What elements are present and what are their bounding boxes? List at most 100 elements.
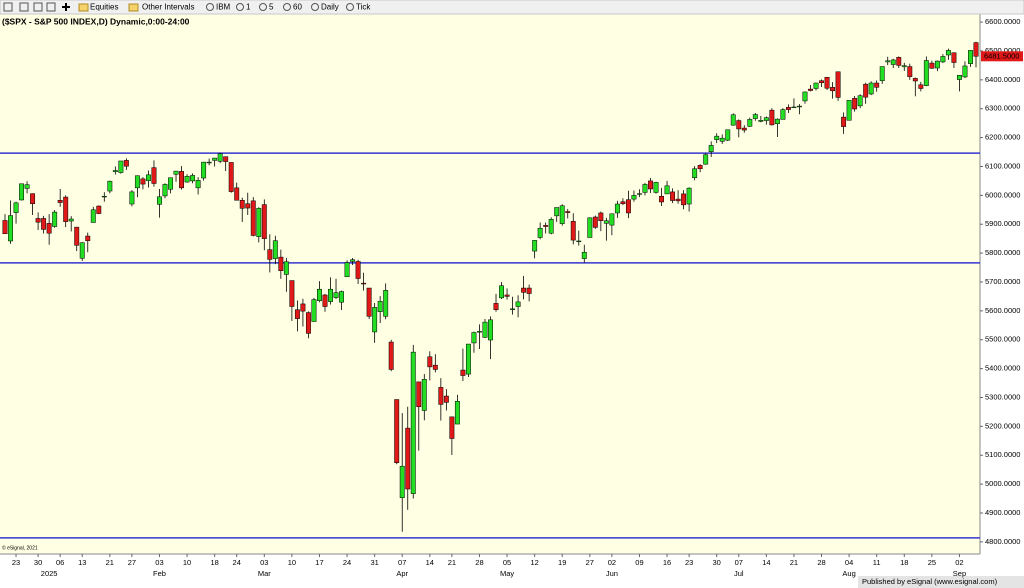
candle-body (846, 100, 852, 121)
candle-body (973, 42, 979, 57)
toolbar-item[interactable]: Equities (90, 3, 118, 12)
candle-body (499, 285, 504, 299)
candle-body (289, 280, 295, 307)
candle-body (565, 211, 571, 213)
candle-body (410, 351, 416, 494)
candle-body (245, 203, 251, 209)
candle-body (752, 114, 758, 119)
candle-body (383, 290, 389, 317)
candle-body (951, 52, 957, 63)
y-tick-label: 5400.0000 (985, 364, 1020, 373)
toolbar-item[interactable]: 1 (246, 3, 251, 12)
candle-body (46, 223, 52, 234)
icon[interactable] (206, 3, 214, 11)
icon[interactable] (46, 2, 56, 12)
icon[interactable] (78, 3, 89, 12)
candle-body (907, 66, 913, 77)
candle-body (328, 288, 333, 302)
candle-body (162, 184, 168, 197)
candle-body (736, 120, 742, 130)
x-tick-label: 28 (475, 558, 483, 567)
toolbar-item[interactable]: Daily (321, 3, 339, 12)
icon[interactable] (19, 2, 29, 12)
candle-body (675, 198, 681, 202)
candle-body (421, 379, 427, 411)
candle-body (317, 288, 322, 301)
icon[interactable] (346, 3, 354, 11)
toolbar-item[interactable]: 60 (293, 3, 302, 12)
candle-body (631, 195, 637, 200)
candle-body (68, 218, 74, 222)
toolbar-items: Equities Other Intervals IBM 1 5 60 Daily Tick (90, 3, 371, 12)
x-group-label: Aug (842, 569, 855, 578)
candle-body (399, 465, 405, 498)
candle-body (940, 56, 946, 63)
toolbar-item[interactable]: 5 (269, 3, 274, 12)
candle-body (686, 187, 692, 205)
candle-body (763, 117, 769, 121)
toolbar-item[interactable]: Other Intervals (142, 3, 194, 12)
candle-body (769, 109, 775, 126)
candle-body (30, 193, 36, 204)
candle-body (63, 196, 69, 222)
x-tick-label: 24 (343, 558, 351, 567)
candle-body (361, 282, 367, 285)
icon[interactable] (62, 3, 70, 11)
x-tick-label: 02 (955, 558, 963, 567)
candle-body (272, 240, 278, 259)
candle-body (339, 291, 344, 303)
footer-bar (858, 576, 1024, 588)
candle-body (355, 261, 361, 279)
candle-body (708, 145, 714, 152)
candle-body (283, 261, 289, 275)
candle-body (901, 65, 907, 68)
candle-body (830, 87, 836, 92)
candle-body (432, 364, 438, 370)
last-price-box (981, 51, 1023, 62)
candle-body (2, 220, 8, 235)
candle-body (532, 240, 538, 252)
x-tick-label: 27 (586, 558, 594, 567)
candle-body (101, 195, 107, 198)
candle-body (168, 177, 173, 190)
candle-body (857, 95, 863, 107)
candle-body (703, 154, 709, 165)
candle-body (173, 170, 179, 175)
last-price-label: 6481.5000 (984, 51, 1019, 60)
icon[interactable] (259, 3, 267, 11)
candle-body (510, 308, 516, 310)
candle-body (774, 118, 780, 124)
icon[interactable] (283, 3, 291, 11)
candle-body (714, 135, 720, 140)
candle-body (813, 82, 819, 89)
candle-body (443, 395, 449, 403)
candle-body (835, 71, 841, 98)
candle-body (923, 60, 929, 86)
candle-body (52, 211, 58, 227)
x-tick-label: 30 (34, 558, 42, 567)
candle-body (300, 303, 306, 312)
candle-body (664, 185, 670, 195)
icon[interactable] (3, 2, 13, 12)
candle-body (874, 82, 880, 88)
candle-body (670, 191, 676, 201)
candle-body (460, 369, 466, 376)
y-tick-label: 5800.0000 (985, 248, 1020, 257)
candle-body (730, 114, 736, 126)
toolbar-item[interactable]: IBM (216, 3, 231, 12)
icon[interactable] (311, 3, 319, 11)
toolbar (0, 0, 1024, 15)
candle-body (637, 193, 642, 195)
icon[interactable] (236, 3, 244, 11)
y-tick-label: 5900.0000 (985, 219, 1020, 228)
candle-body (504, 294, 510, 297)
x-group-label: 2025 (41, 569, 58, 578)
icon[interactable] (128, 3, 139, 12)
candle-body (416, 381, 422, 407)
x-tick-label: 28 (817, 558, 825, 567)
toolbar-item[interactable]: Tick (356, 3, 371, 12)
candle-body (659, 195, 664, 203)
candle-body (8, 215, 13, 242)
icon[interactable] (33, 2, 43, 12)
x-group-label: Feb (153, 569, 166, 578)
